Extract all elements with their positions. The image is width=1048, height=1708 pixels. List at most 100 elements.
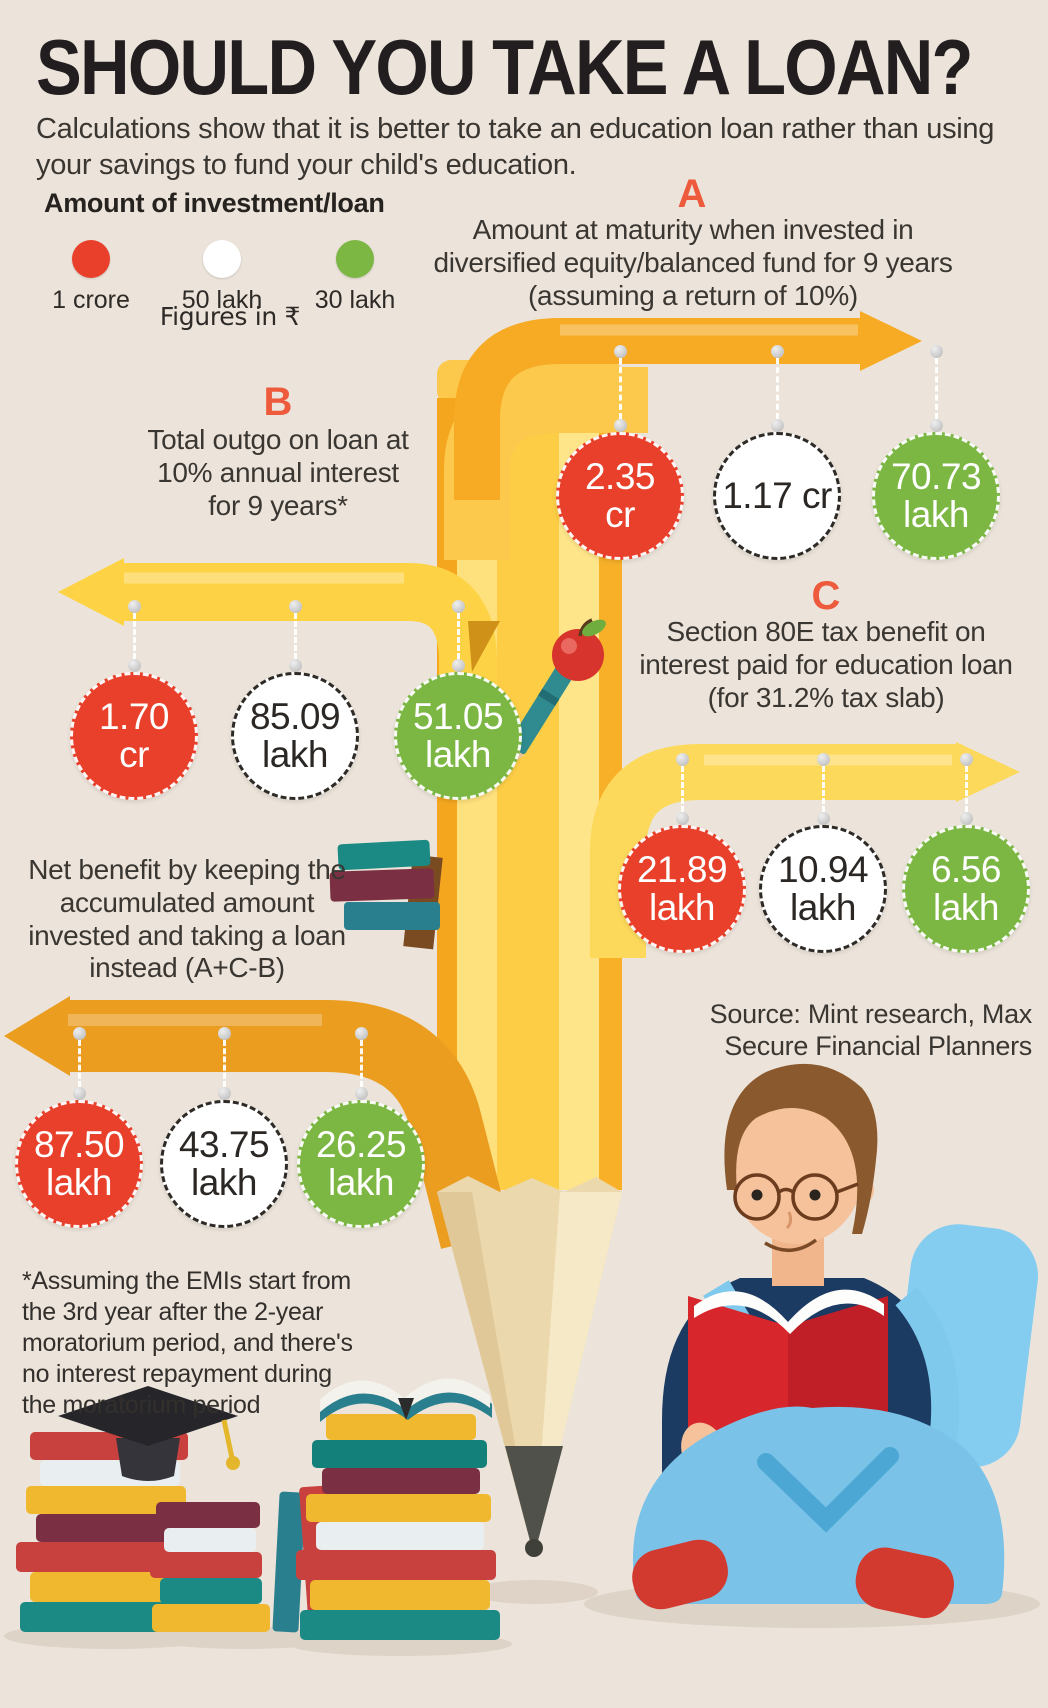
pencil-tip [437,1176,622,1604]
value-circle: 43.75 lakh [160,1100,288,1228]
value-amount: 1.17 cr [722,474,832,516]
hanger-bead [72,1027,86,1040]
value-unit: lakh [903,494,969,535]
value-amount: 51.05 [412,695,504,737]
hanger-bead [929,345,943,358]
hanger-bead [770,345,784,358]
hanger-bead [72,1087,86,1100]
legend-label: 50 lakh [181,286,263,314]
value-circle: 21.89 lakh [618,825,746,953]
apple-icon [552,618,606,681]
hanger-bead [613,419,627,432]
hanger-line [680,766,684,812]
value-amount: 70.73 [890,455,982,497]
section-net-description: Net benefit by keeping the accumulated a… [28,854,346,984]
value-amount: 2.35 [584,455,656,497]
hanger-line [618,358,622,419]
value-circle: 1.17 cr [713,432,841,560]
legend-label: 1 crore [52,286,130,314]
value-amount: 87.50 [33,1123,125,1165]
value-unit: lakh [262,734,328,775]
legend-currency-note: Figures in ₹ [159,302,301,331]
value-circle: 2.35 cr [556,432,684,560]
hanger-bead [675,753,689,766]
value-tag-b-30lakh: 51.05 lakh [394,600,522,800]
hanger-bead [816,753,830,766]
hanger-bead [127,659,141,672]
glasses-icon [733,1173,859,1221]
value-circle: 26.25 lakh [297,1100,425,1228]
book-stack-on-ribbon [329,839,443,950]
value-unit: cr [119,734,149,775]
page-subtitle: Calculations show that it is better to t… [36,113,995,181]
value-tag-net-50lakh: 43.75 lakh [160,1027,288,1228]
hanger-line [359,1040,363,1087]
value-circle: 10.94 lakh [759,825,887,953]
ribbon-net-arrow [4,996,511,1249]
value-tag-a-30lakh: 70.73 lakh [872,345,1000,560]
hanger-bead [354,1087,368,1100]
legend-heading: Amount of investment/loan [44,188,385,218]
value-circle: 51.05 lakh [394,672,522,800]
hanger-bead [354,1027,368,1040]
page-title: SHOULD YOU TAKE A LOAN? [36,23,974,111]
value-amount: 10.94 [777,848,869,890]
hanger-bead [217,1087,231,1100]
value-circle: 1.70 cr [70,672,198,800]
hanger-line [222,1040,226,1087]
section-c-letter: C [811,574,841,618]
legend-swatch-white [203,240,241,278]
hanger-bead [816,812,830,825]
value-unit: lakh [328,1162,394,1203]
section-b-description: Total outgo on loan at 10% annual intere… [147,424,409,521]
value-amount: 26.25 [315,1123,407,1165]
hanger-bead [288,659,302,672]
hanger-bead [959,812,973,825]
value-tag-c-1crore: 21.89 lakh [618,753,746,953]
hanger-line [775,358,779,419]
graduation-cap-icon [58,1386,240,1481]
value-circle: 87.50 lakh [15,1100,143,1228]
hanger-bead [451,600,465,613]
section-c-description: Section 80E tax benefit on interest paid… [639,616,1013,713]
hanger-line [964,766,968,812]
value-amount: 21.89 [636,848,728,890]
value-amount: 6.56 [930,848,1002,890]
value-tag-net-30lakh: 26.25 lakh [297,1027,425,1228]
value-amount: 1.70 [98,695,170,737]
value-unit: lakh [46,1162,112,1203]
value-unit: lakh [649,887,715,928]
hanger-bead [675,812,689,825]
value-tag-a-50lakh: 1.17 cr [713,345,841,560]
value-circle: 6.56 lakh [902,825,1030,953]
hanger-bead [770,419,784,432]
legend-item-1-crore: 1 crore [31,240,151,315]
value-amount: 85.09 [249,695,341,737]
value-unit: lakh [191,1162,257,1203]
hanger-line [456,613,460,659]
value-tag-b-50lakh: 85.09 lakh [231,600,359,800]
ribbon-a-arrow [444,311,922,560]
source-note: Source: Mint research, Max Secure Financ… [709,999,1033,1062]
value-amount: 43.75 [178,1123,270,1165]
open-book-icon [320,1378,492,1422]
hanger-bead [613,345,627,358]
hanger-bead [959,753,973,766]
value-tag-b-1crore: 1.70 cr [70,600,198,800]
hanger-bead [929,419,943,432]
legend-item-30-lakh: 30 lakh [295,240,415,315]
hanger-line [132,613,136,659]
legend-label: 30 lakh [314,286,396,314]
hanger-bead [288,600,302,613]
legend-swatch-green [336,240,374,278]
value-unit: lakh [790,887,856,928]
value-unit: cr [605,494,635,535]
value-unit: lakh [425,734,491,775]
value-circle: 85.09 lakh [231,672,359,800]
value-tag-c-50lakh: 10.94 lakh [759,753,887,953]
section-a-letter: A [677,172,707,216]
hanger-line [77,1040,81,1087]
footnote: *Assuming the EMIs start from the 3rd ye… [22,1267,353,1419]
value-tag-a-1crore: 2.35 cr [556,345,684,560]
